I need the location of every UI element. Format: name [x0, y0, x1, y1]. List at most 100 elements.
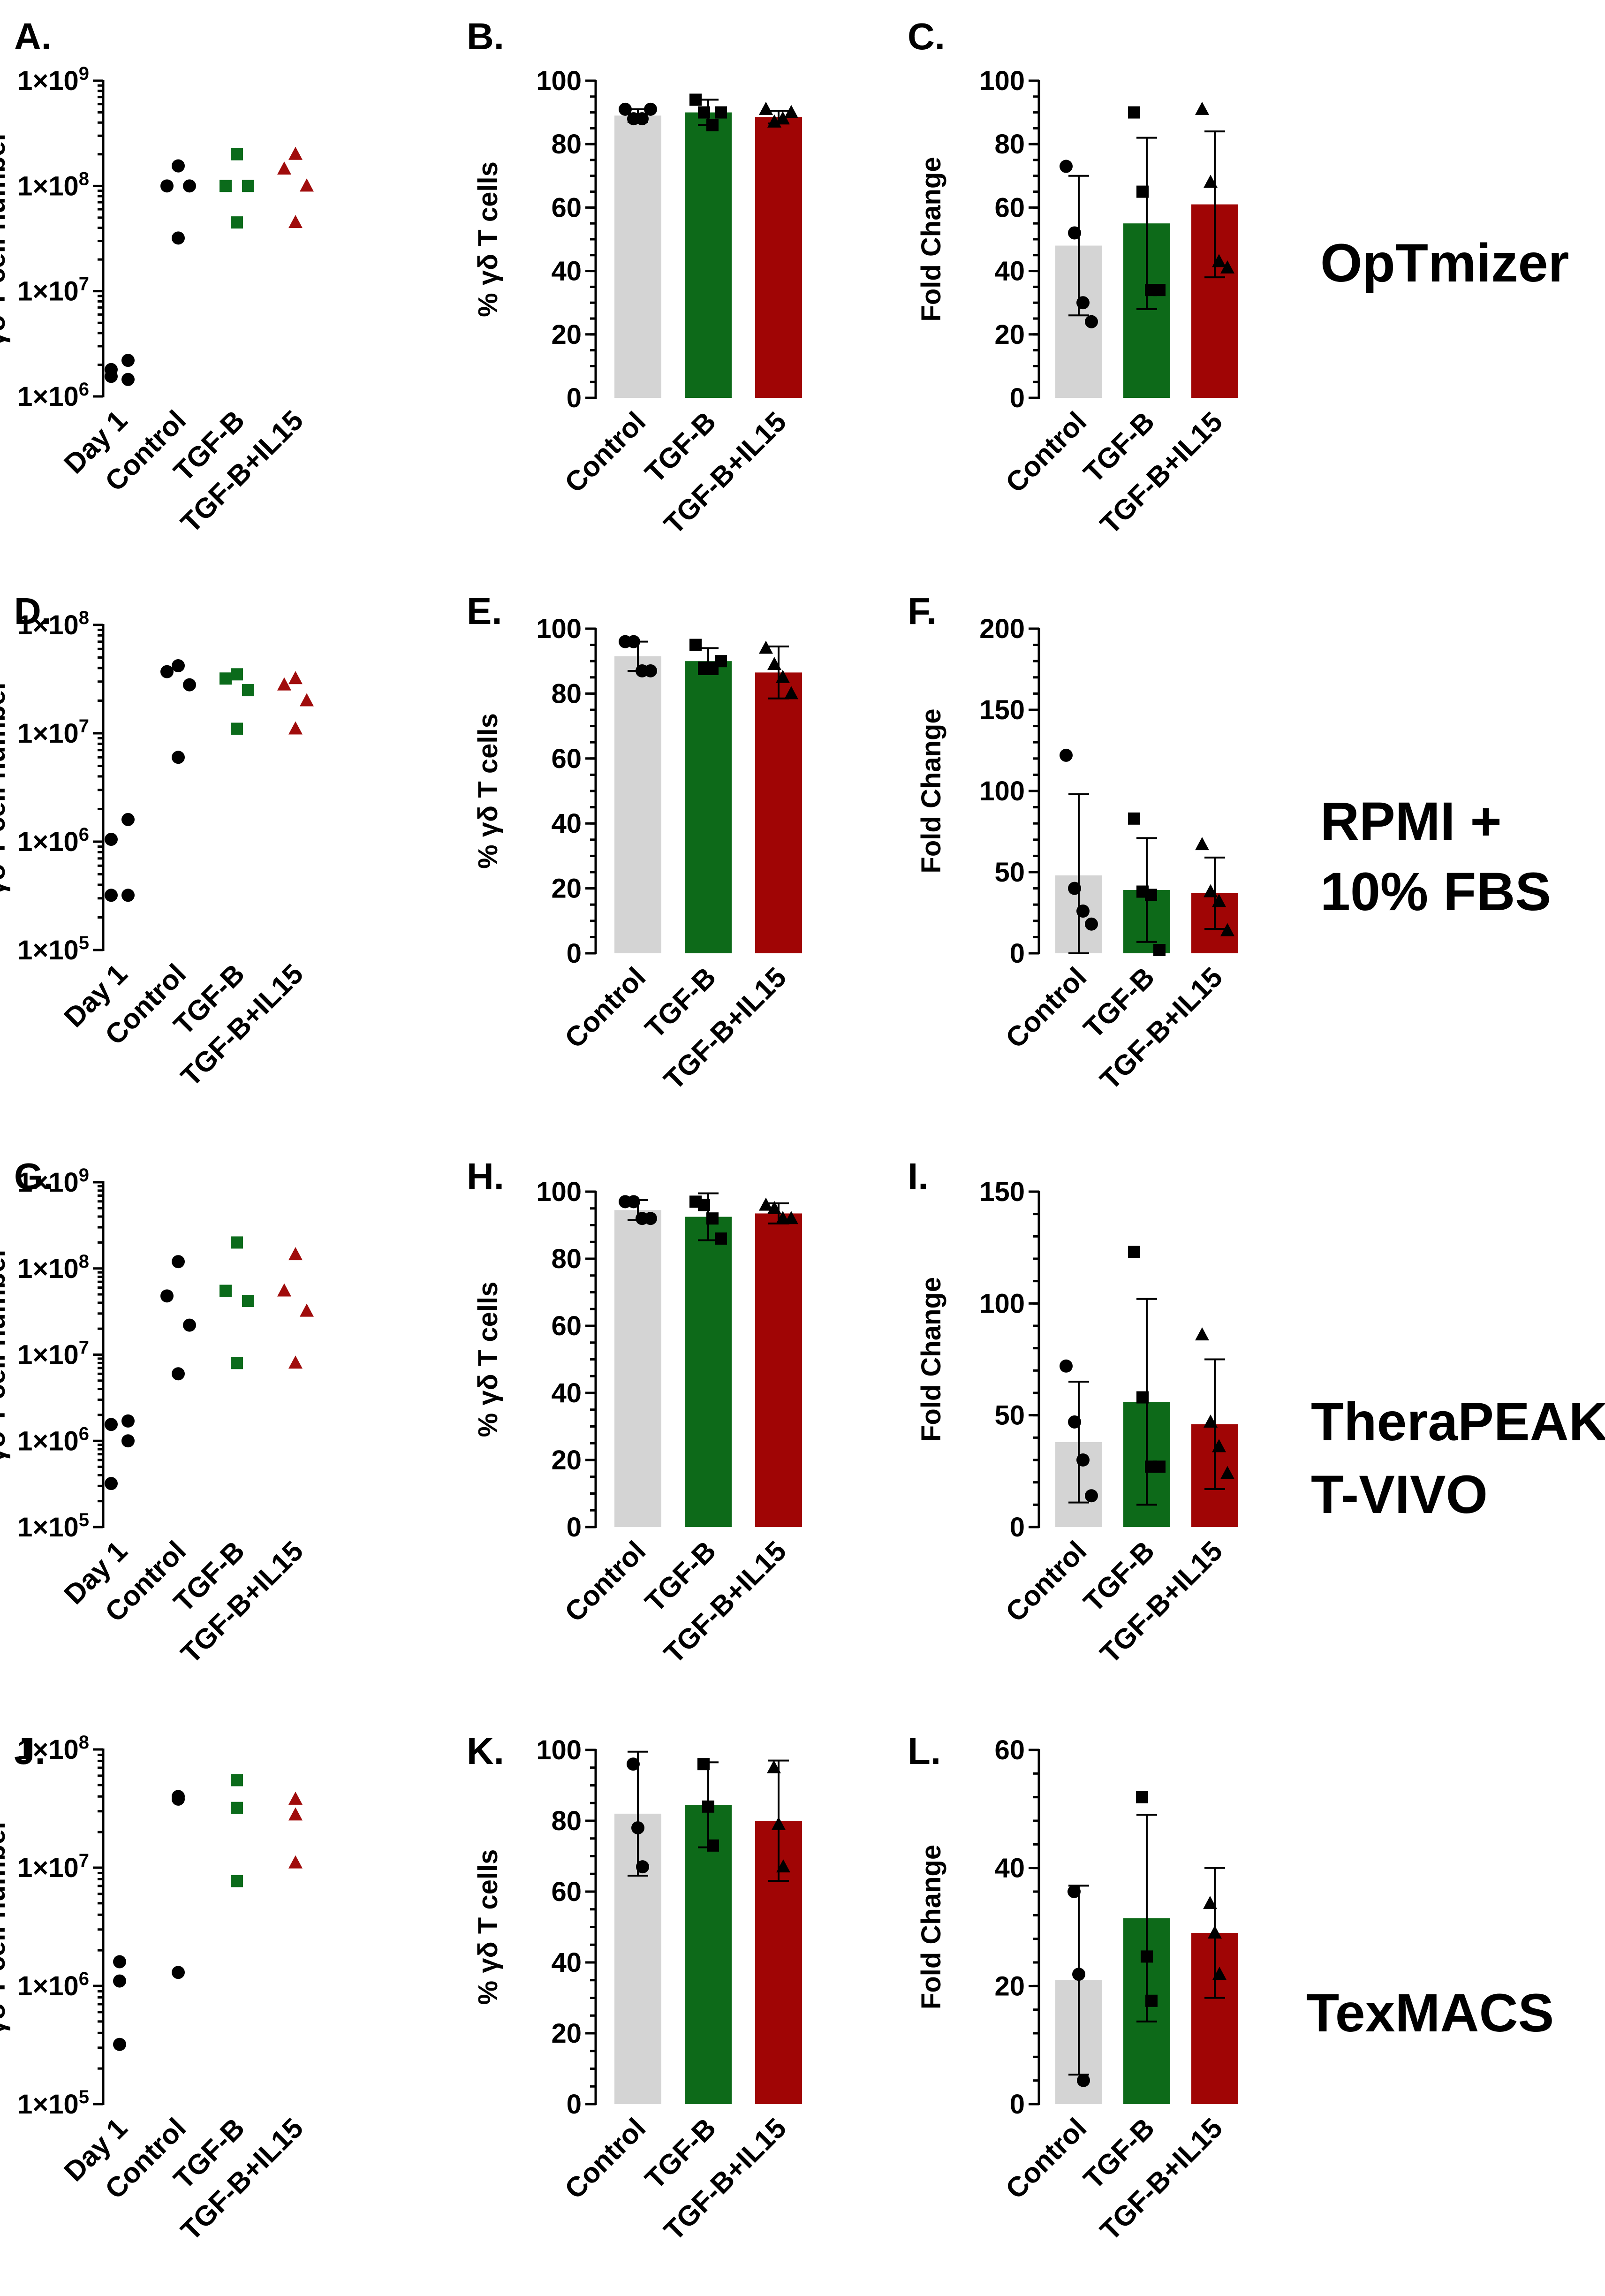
y-tick-label: 0 — [567, 2089, 582, 2120]
data-point — [1141, 1950, 1153, 1963]
data-point — [1068, 226, 1081, 240]
panel-letter: I. — [908, 1156, 928, 1197]
y-tick-label: 20 — [551, 2018, 582, 2049]
y-tick-label: 40 — [994, 256, 1025, 287]
y-tick-label: 1×106 — [17, 824, 89, 857]
y-tick-label: 40 — [994, 1853, 1025, 1884]
y-tick-label: 20 — [551, 1445, 582, 1475]
data-point — [121, 373, 135, 386]
data-point — [288, 1355, 303, 1369]
data-point — [1220, 923, 1234, 936]
data-point — [1153, 944, 1166, 957]
y-tick-label: 80 — [994, 129, 1025, 160]
y-tick-label: 1×105 — [17, 1510, 89, 1543]
bar-tgf-b-il15 — [755, 117, 802, 398]
y-tick-label: 1×109 — [17, 63, 89, 96]
data-point — [689, 93, 702, 106]
data-point — [1212, 894, 1226, 907]
data-point — [715, 106, 727, 119]
data-point — [776, 669, 790, 683]
data-point — [1153, 1460, 1166, 1473]
data-point — [288, 721, 303, 735]
y-tick-label: 1×106 — [17, 1423, 89, 1456]
data-point — [172, 1367, 185, 1381]
data-point — [277, 161, 291, 175]
y-tick-label: 1×108 — [17, 1732, 89, 1765]
y-tick-label: 1×106 — [17, 1969, 89, 2001]
y-tick-label: 1×107 — [17, 1850, 89, 1883]
chart-d: D.γδ T cell number1×1051×1061×1071×108Da… — [0, 590, 314, 1092]
data-point — [105, 833, 118, 846]
x-category-label: TGF-B+IL15 — [658, 406, 793, 540]
panel-letter: L. — [908, 1730, 941, 1772]
data-point — [707, 1839, 719, 1852]
data-point — [231, 148, 243, 160]
medium-label: OpTmizer — [1320, 233, 1569, 293]
medium-label: T-VIVO — [1311, 1465, 1488, 1525]
data-point — [172, 159, 185, 173]
data-point — [1085, 917, 1098, 931]
data-point — [242, 180, 254, 192]
data-point — [1204, 175, 1218, 188]
data-point — [231, 1875, 243, 1887]
data-point — [644, 102, 657, 116]
data-point — [121, 813, 135, 826]
data-point — [300, 178, 314, 192]
x-category-label: Control — [999, 961, 1092, 1054]
y-axis-label: % γδ T cells — [473, 1282, 503, 1437]
data-point — [1067, 1885, 1081, 1898]
data-point — [1085, 315, 1098, 328]
medium-label: TexMACS — [1306, 1983, 1554, 2043]
panel-letter: F. — [908, 590, 937, 632]
data-point — [113, 1974, 126, 1988]
bar-tgf-b — [685, 112, 732, 398]
data-point — [172, 751, 185, 764]
y-tick-label: 50 — [994, 857, 1025, 888]
panel-letter: H. — [467, 1156, 504, 1197]
chart-b: B.% γδ T cells020406080100ControlTGF-BTG… — [467, 15, 802, 540]
panel-letter: C. — [908, 15, 945, 57]
y-tick-label: 50 — [994, 1400, 1025, 1431]
data-point — [231, 722, 243, 735]
data-point — [1060, 748, 1073, 762]
data-point — [1068, 882, 1081, 895]
data-point — [772, 1817, 786, 1830]
data-point — [1077, 2074, 1090, 2087]
data-point — [784, 1211, 798, 1224]
y-tick-label: 0 — [1010, 1512, 1025, 1543]
data-point — [121, 889, 135, 902]
data-point — [220, 180, 232, 192]
data-point — [172, 1255, 185, 1269]
medium-label: TheraPEAK — [1311, 1392, 1605, 1452]
data-point — [1220, 1466, 1234, 1479]
panel-letter: D. — [14, 590, 52, 632]
data-point — [160, 179, 174, 193]
chart-a: A.γδ T cell number1×1061×1071×1081×109Da… — [0, 15, 314, 539]
bar-control — [614, 1210, 661, 1527]
y-tick-label: 60 — [994, 192, 1025, 223]
y-tick-label: 1×107 — [17, 274, 89, 307]
chart-e: E.% γδ T cells020406080100ControlTGF-BTG… — [467, 590, 802, 1095]
y-tick-label: 80 — [551, 1806, 582, 1836]
chart-f: F.Fold Change050100150200ControlTGF-BTGF… — [908, 590, 1238, 1095]
panel-letter: G. — [14, 1156, 53, 1197]
data-point — [706, 1212, 719, 1225]
y-tick-label: 100 — [536, 66, 582, 96]
data-point — [1204, 1414, 1218, 1428]
data-point — [231, 1774, 243, 1787]
data-point — [1076, 905, 1090, 918]
data-point — [1072, 1968, 1085, 1981]
data-point — [767, 1760, 781, 1773]
data-point — [1136, 1791, 1148, 1803]
y-tick-label: 0 — [567, 1512, 582, 1543]
y-tick-label: 100 — [979, 1288, 1025, 1319]
y-tick-label: 0 — [567, 938, 582, 969]
data-point — [644, 1212, 657, 1225]
data-point — [231, 1802, 243, 1814]
y-tick-label: 1×108 — [17, 608, 89, 640]
y-axis-label: % γδ T cells — [473, 161, 503, 317]
bar-tgf-b — [685, 1805, 732, 2104]
data-point — [715, 655, 727, 668]
y-axis-label: Fold Change — [916, 708, 946, 873]
